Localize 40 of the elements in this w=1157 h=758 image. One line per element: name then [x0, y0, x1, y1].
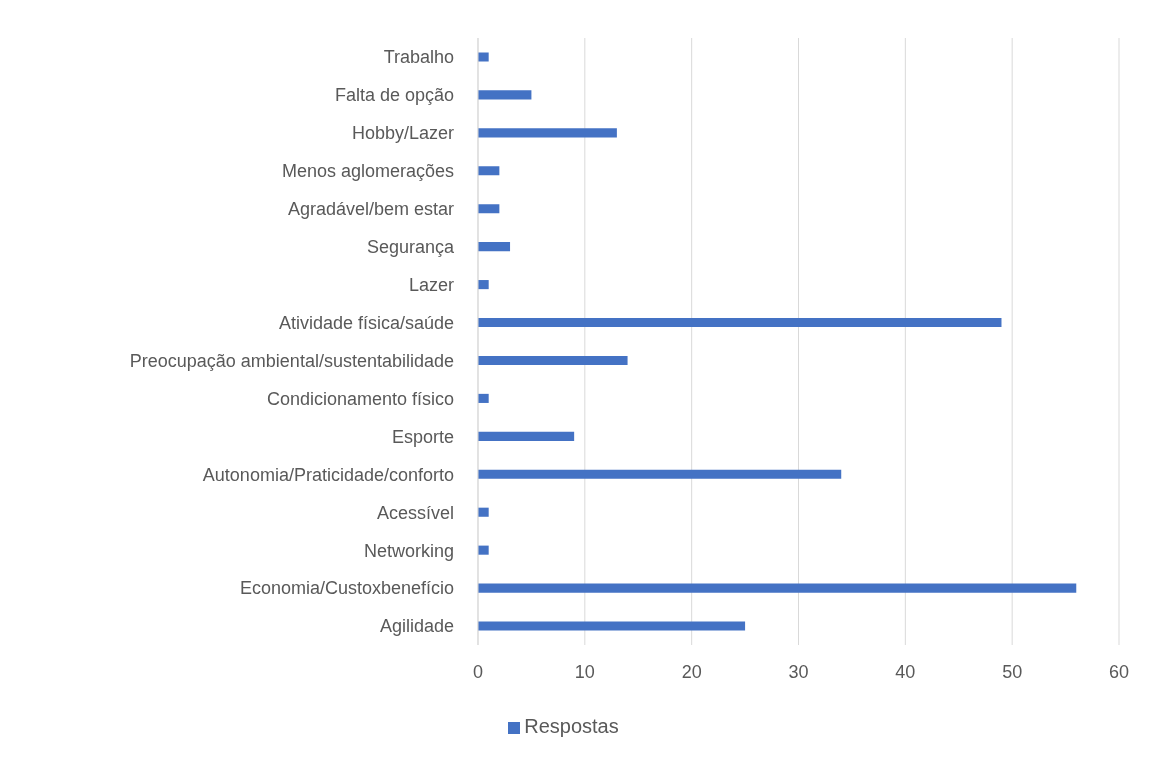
x-tick-label: 30 [788, 661, 809, 682]
bar [478, 469, 842, 479]
legend-label: Respostas [524, 715, 619, 737]
bar [478, 507, 489, 517]
y-tick-label: Economia/Custoxbenefício [239, 578, 454, 599]
y-tick-label: Menos aglomerações [281, 161, 454, 182]
x-tick-label: 10 [574, 661, 595, 682]
y-tick-label: Acessível [376, 502, 454, 523]
y-tick-label: Hobby/Lazer [351, 123, 454, 144]
bar [478, 355, 628, 366]
y-tick-label: Agilidade [379, 616, 454, 637]
bar [478, 280, 489, 290]
y-tick-label: Agradável/bem estar [287, 199, 454, 220]
y-tick-label: Networking [363, 540, 454, 561]
bar [478, 204, 500, 214]
bar [478, 431, 575, 441]
x-tick-label: 50 [1002, 661, 1023, 682]
bar [478, 52, 489, 62]
x-tick-label: 0 [472, 661, 484, 682]
bar [478, 166, 500, 176]
y-tick-label: Condicionamento físico [266, 388, 454, 409]
y-tick-label: Esporte [391, 426, 454, 447]
bar [478, 393, 489, 403]
y-tick-label: Preocupação ambiental/sustentabilidade [129, 350, 454, 371]
bar [478, 317, 1002, 328]
y-tick-label: Atividade física/saúde [278, 312, 454, 333]
x-tick-label: 20 [681, 661, 702, 682]
bar [478, 242, 511, 252]
bar [478, 621, 746, 631]
y-tick-label: Lazer [408, 274, 454, 295]
y-tick-label: Trabalho [383, 47, 454, 68]
x-tick-label: 40 [895, 661, 916, 682]
bar [478, 545, 489, 555]
bar [478, 583, 1077, 593]
y-tick-label: Falta de opção [334, 85, 454, 106]
bar [478, 128, 617, 138]
bar [478, 90, 532, 100]
y-tick-label: Autonomia/Praticidade/conforto [202, 464, 454, 485]
x-tick-label: 60 [1108, 661, 1130, 682]
y-tick-label: Segurança [366, 237, 455, 258]
